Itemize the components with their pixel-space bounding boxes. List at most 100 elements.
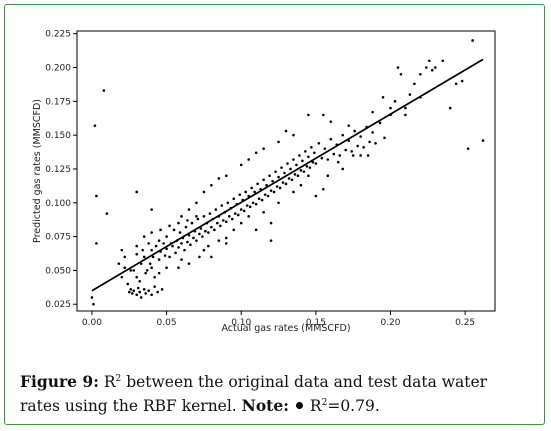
data-point — [368, 140, 371, 144]
data-point — [404, 106, 407, 110]
caption-label: Figure 9: — [20, 372, 99, 391]
data-point — [195, 215, 198, 218]
data-point — [322, 113, 325, 117]
data-point — [271, 179, 274, 183]
data-point — [157, 258, 161, 261]
data-point — [171, 244, 174, 248]
data-point — [184, 225, 188, 229]
data-point — [262, 178, 265, 182]
data-point — [135, 252, 139, 256]
y-tick-label: 0.025 — [45, 300, 71, 310]
data-point — [296, 174, 300, 178]
x-axis: 0.00 0.05 0.10 0.15 0.20 0.25 — [82, 311, 475, 328]
data-point — [419, 72, 422, 76]
data-point — [313, 151, 316, 155]
data-point — [105, 212, 109, 215]
data-point — [371, 110, 374, 114]
data-point — [226, 201, 230, 205]
y-tick-label: 0.125 — [45, 165, 71, 175]
data-point — [471, 39, 474, 42]
data-point — [284, 129, 288, 133]
data-point — [195, 201, 198, 205]
data-point — [127, 290, 131, 294]
data-point — [150, 248, 153, 252]
data-point — [95, 242, 98, 245]
data-point — [187, 208, 191, 211]
data-point — [138, 279, 141, 283]
data-point — [431, 68, 434, 72]
data-point — [292, 158, 295, 161]
data-point — [336, 160, 340, 164]
data-point — [277, 201, 280, 205]
data-point — [117, 262, 121, 265]
data-point — [399, 72, 403, 76]
data-point — [322, 187, 325, 191]
data-point — [120, 248, 124, 252]
data-point — [323, 147, 327, 150]
data-point — [274, 170, 277, 173]
data-point — [266, 194, 270, 198]
data-point — [292, 190, 295, 194]
data-point — [174, 251, 177, 255]
data-point — [180, 258, 183, 261]
data-point — [135, 293, 139, 297]
data-point — [311, 160, 315, 164]
data-point — [298, 154, 301, 157]
data-point — [371, 131, 374, 134]
data-point — [213, 228, 216, 232]
y-tick-label: 0.225 — [45, 30, 71, 40]
x-axis-label: Actual gas rates (MMSCFD) — [221, 323, 350, 334]
data-point — [262, 147, 265, 150]
data-point — [251, 201, 255, 205]
data-point — [280, 166, 283, 169]
data-point — [150, 231, 153, 234]
regression-line — [91, 58, 484, 292]
data-point — [351, 154, 355, 157]
data-point — [190, 221, 194, 225]
data-point — [441, 59, 445, 63]
data-point — [230, 217, 234, 221]
data-point — [160, 288, 164, 291]
data-point — [214, 208, 218, 211]
data-point — [95, 194, 98, 198]
y-tick-label: 0.075 — [45, 233, 71, 243]
data-point — [278, 186, 282, 190]
data-point — [347, 124, 351, 127]
data-point — [207, 244, 210, 248]
data-point — [202, 190, 206, 194]
caption-superscript: 2 — [115, 373, 122, 384]
data-point — [165, 247, 168, 251]
y-tick-label: 0.200 — [45, 64, 71, 74]
data-point — [257, 197, 261, 201]
data-point — [139, 262, 143, 265]
data-point — [301, 159, 304, 163]
data-point — [389, 106, 392, 110]
data-point — [308, 166, 312, 169]
data-point — [147, 242, 150, 245]
data-point — [142, 235, 146, 238]
data-point — [199, 227, 203, 230]
data-point — [219, 224, 222, 228]
data-point — [329, 137, 333, 141]
data-point — [202, 248, 206, 252]
data-point — [156, 290, 159, 294]
data-point — [304, 150, 307, 153]
data-point — [254, 151, 258, 155]
data-point — [186, 219, 189, 222]
data-point — [281, 181, 285, 184]
data-point — [178, 231, 182, 234]
data-point — [460, 79, 464, 83]
data-point — [210, 183, 213, 187]
data-point — [269, 239, 273, 242]
data-point — [307, 155, 310, 159]
note-value: =0.79. — [327, 397, 380, 415]
data-point — [187, 262, 191, 265]
data-point — [180, 215, 183, 218]
data-point — [314, 162, 318, 165]
data-point — [162, 242, 165, 245]
data-point — [144, 271, 147, 275]
data-point — [216, 221, 219, 225]
data-point — [180, 242, 183, 245]
data-point — [130, 292, 134, 295]
data-point — [329, 120, 333, 123]
